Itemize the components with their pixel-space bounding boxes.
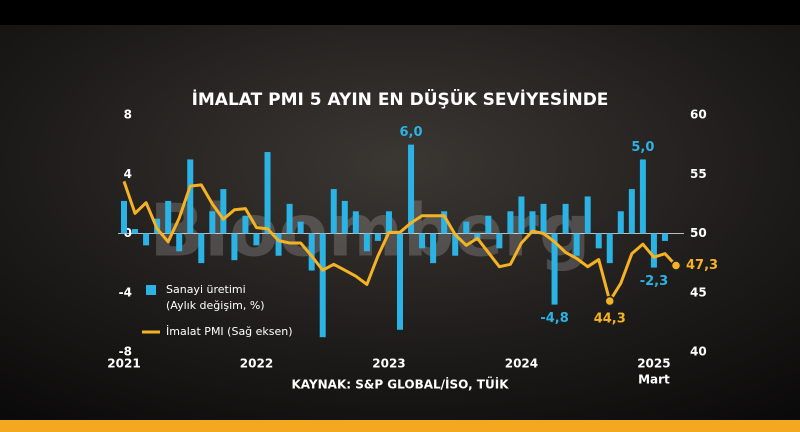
y2-tick-label: 40 [690,345,707,359]
bar-value-label: 5,0 [631,140,654,155]
y2-tick-label: 45 [690,285,707,299]
y-tick-label: 8 [124,108,132,122]
bar [165,200,172,234]
bar [286,203,293,234]
bar-value-label: -4,8 [540,311,568,326]
bar [341,200,348,234]
bar [628,189,635,234]
bar [374,233,381,241]
y-tick-label: -4 [119,285,132,299]
bar [551,233,558,305]
bar [485,215,492,234]
bar [198,233,205,264]
bar [132,229,139,234]
x-tick-label: 2023 [372,357,405,371]
bar [408,144,415,234]
bar [330,189,337,234]
y2-tick-label: 60 [690,108,707,122]
bar [231,233,238,261]
bar [452,233,459,256]
x-tick-label: 2024 [505,357,538,371]
bar [496,233,503,249]
bar [573,233,580,256]
bar [518,196,525,234]
bar [385,211,392,234]
bar [187,159,194,234]
chart-title: İMALAT PMI 5 AYIN EN DÜŞÜK SEVİYESİNDE [192,88,609,110]
bar [661,233,668,241]
line-value-label: 44,3 [594,312,626,327]
bar [617,211,624,234]
legend-label: Sanayi üretimi [166,283,246,296]
point-marker [604,295,616,307]
bar [650,233,657,268]
bar [595,233,602,249]
bar [275,233,282,256]
bar [540,203,547,234]
y-tick-label: -8 [119,345,132,359]
x-tick-label: 2022 [240,357,273,371]
legend-note: (Aylık değişim, %) [166,299,265,312]
bar [143,233,150,246]
bar [507,211,514,234]
source: KAYNAK: S&P GLOBAL/İSO, TÜİK [291,377,509,392]
y-tick-label: 4 [124,167,132,181]
bar [529,211,536,234]
bar [121,200,127,234]
x-tick-label: 2025 [637,357,670,371]
bar [209,211,216,234]
bar [463,221,470,234]
bar [419,233,426,249]
bar [584,196,591,234]
bar [264,152,271,234]
bar [220,189,227,234]
background [0,25,800,420]
bar [441,211,448,234]
bar [242,215,249,234]
legend-swatch [146,285,156,295]
bar [352,211,359,234]
bar [297,221,304,234]
bar-value-label: -2,3 [640,274,668,289]
bar [430,233,437,264]
bar-value-label: 6,0 [400,125,423,140]
line-value-label: 47,3 [686,258,718,273]
bar [606,233,613,264]
bar [176,233,183,252]
point-marker [670,260,682,271]
bar [639,159,646,234]
pmi-line [122,180,678,303]
y2-tick-label: 55 [690,167,707,181]
bar [562,203,569,234]
bottom-strip [0,420,800,432]
bar [253,233,260,246]
bar [363,233,370,252]
bar [319,233,326,338]
y2-tick-label: 50 [690,226,707,240]
bar [397,233,403,330]
legend-label: İmalat PMI (Sağ eksen) [166,325,293,338]
x-tick-label: 2021 [107,357,140,371]
bar [308,233,315,271]
x-note: Mart [638,373,670,387]
